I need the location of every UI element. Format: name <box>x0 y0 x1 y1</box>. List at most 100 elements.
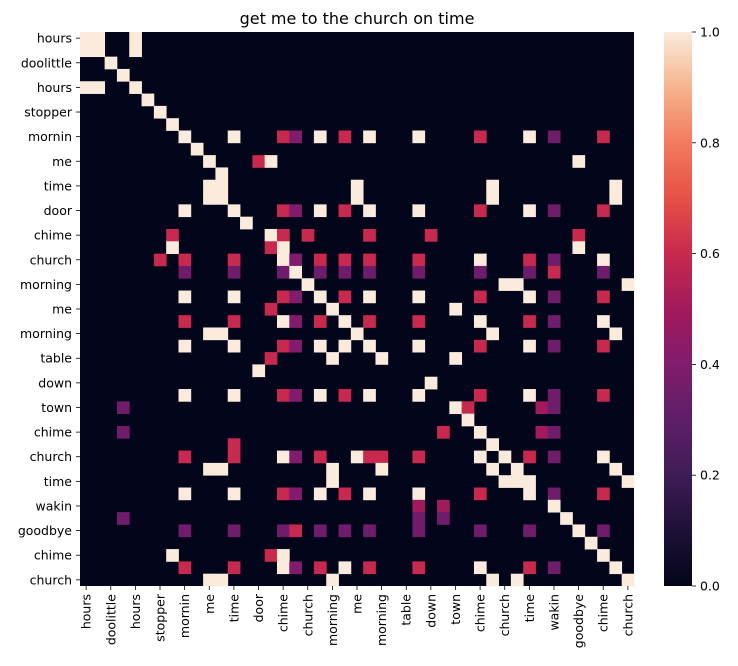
y-tick-label: me <box>52 302 72 317</box>
heatmap-cell <box>412 253 426 267</box>
heatmap-cell <box>92 44 106 58</box>
heatmap-cell <box>289 253 302 267</box>
x-tick-label: church <box>620 594 635 636</box>
heatmap-cell <box>227 450 241 464</box>
colorbar-gradient <box>664 32 692 586</box>
heatmap-cell <box>473 204 487 218</box>
heatmap-cell <box>597 487 610 501</box>
heatmap-cell <box>621 278 635 291</box>
x-tick-label: goodbye <box>571 594 586 648</box>
heatmap-cell <box>547 389 561 402</box>
y-tick-label: hours <box>37 31 72 46</box>
x-tick-label: wakin <box>546 594 561 631</box>
heatmap-cell <box>289 204 302 218</box>
heatmap-cell <box>227 339 241 353</box>
heatmap-cell <box>412 339 426 353</box>
heatmap-cell <box>523 475 536 488</box>
heatmap-cell <box>572 228 586 242</box>
heatmap-cell <box>363 130 376 144</box>
heatmap-cell <box>338 253 352 267</box>
heatmap-cell <box>215 327 229 341</box>
heatmap-cell <box>227 438 241 451</box>
heatmap-cell <box>264 241 278 254</box>
heatmap-cell <box>412 265 426 279</box>
heatmap-cell <box>338 265 352 279</box>
heatmap-cell <box>276 339 290 353</box>
heatmap-cell <box>473 487 487 501</box>
heatmap-cell <box>276 389 290 402</box>
y-tick-label: me <box>52 154 72 169</box>
heatmap-cell <box>523 130 536 144</box>
heatmap-cell <box>227 253 241 267</box>
heatmap-cell <box>338 130 352 144</box>
heatmap-cell <box>597 389 610 402</box>
heatmap-cell <box>289 315 302 328</box>
heatmap-cell <box>203 327 216 341</box>
heatmap-cell <box>178 315 192 328</box>
heatmap-cell <box>313 450 327 464</box>
y-tick-label: church <box>30 252 72 267</box>
heatmap-cell <box>437 425 450 439</box>
heatmap-cell <box>338 315 352 328</box>
heatmap-cell <box>363 561 376 575</box>
heatmap-cell <box>190 142 204 156</box>
heatmap-cell <box>203 192 216 205</box>
heatmap-cell <box>338 524 352 538</box>
heatmap-cell <box>523 389 536 402</box>
heatmap-cell <box>621 475 635 488</box>
heatmap-cell <box>227 487 241 501</box>
heatmap-cell <box>597 450 610 464</box>
heatmap-cell <box>289 290 302 304</box>
heatmap-cell <box>289 524 302 538</box>
heatmap-cell <box>510 573 524 587</box>
heatmap-cell <box>215 167 229 181</box>
colorbar-tick-label: 0.2 <box>700 468 720 483</box>
heatmap-cell <box>338 389 352 402</box>
heatmap-cell <box>178 487 192 501</box>
heatmap-cell <box>363 290 376 304</box>
heatmap-cell <box>498 278 512 291</box>
heatmap-cell <box>412 524 426 538</box>
heatmap-cell <box>178 339 192 353</box>
x-tick-label: town <box>448 594 463 625</box>
heatmap-cell <box>129 32 142 45</box>
heatmap-cell <box>240 216 253 230</box>
heatmap-cell <box>116 68 130 82</box>
heatmap-cell <box>486 438 499 451</box>
heatmap-cell <box>547 265 561 279</box>
heatmap-cell <box>215 462 229 476</box>
heatmap-cell <box>80 44 93 58</box>
heatmap-cell <box>276 290 290 304</box>
y-axis: hours doolittle hours stopper mornin me time do… <box>18 31 80 587</box>
heatmap-cell <box>313 253 327 267</box>
heatmap-cell <box>227 290 241 304</box>
heatmap-cell <box>510 278 524 291</box>
heatmap-cell <box>289 450 302 464</box>
heatmap-cell <box>313 524 327 538</box>
heatmap-cell <box>597 339 610 353</box>
x-tick-label: morning <box>374 594 389 646</box>
heatmap-cell <box>363 253 376 267</box>
heatmap-cell <box>104 56 118 70</box>
y-tick-label: church <box>30 449 72 464</box>
heatmap-cell <box>203 573 216 587</box>
heatmap-cell <box>473 315 487 328</box>
heatmap-cell <box>375 462 389 476</box>
heatmap-cell <box>338 339 352 353</box>
heatmap-cell <box>326 475 339 488</box>
colorbar-tick-label: 0.4 <box>700 357 720 372</box>
heatmap-cell <box>535 425 549 439</box>
colorbar-ticks: 0.0 0.2 0.4 0.6 0.8 1.0 <box>692 25 720 594</box>
y-tick-label: down <box>38 375 72 390</box>
heatmap-cell <box>116 425 130 439</box>
heatmap-cell <box>166 549 179 562</box>
heatmap-cell <box>473 561 487 575</box>
heatmap-cell <box>289 130 302 144</box>
heatmap-cell <box>326 462 339 476</box>
heatmap-cell <box>276 487 290 501</box>
heatmap-cell <box>412 487 426 501</box>
heatmap-cell <box>597 549 610 562</box>
heatmap-cell <box>486 179 499 193</box>
heatmap-cell <box>252 364 266 378</box>
